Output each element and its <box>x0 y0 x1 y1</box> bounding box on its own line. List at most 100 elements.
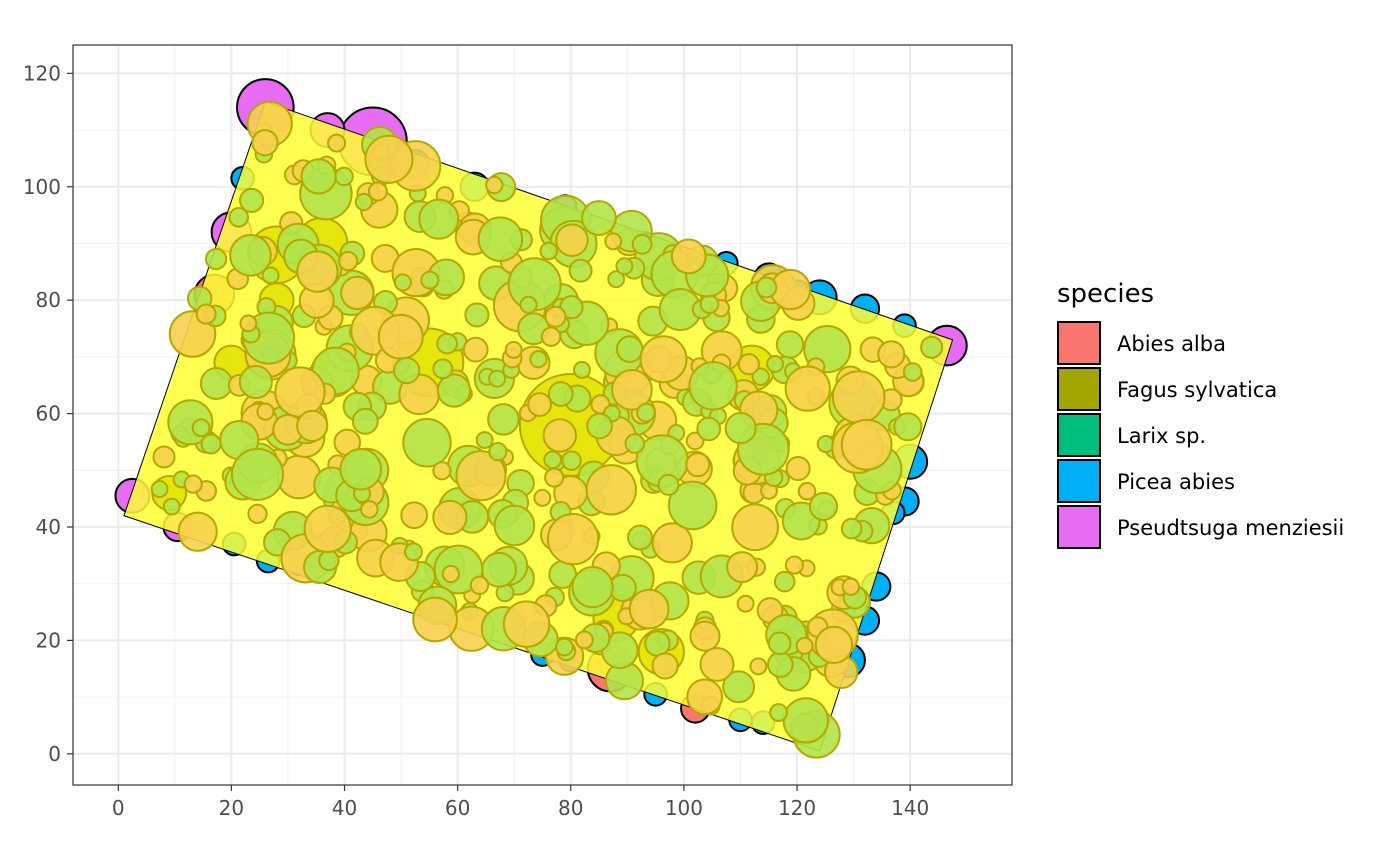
tree-point <box>502 600 551 648</box>
tree-point <box>540 326 562 347</box>
legend-key <box>1057 459 1101 503</box>
tree-point <box>418 198 460 240</box>
tree-point <box>615 335 644 363</box>
tree-point <box>296 250 339 293</box>
tree-point <box>574 630 594 650</box>
tree-point <box>651 522 693 564</box>
tree-point <box>238 364 273 400</box>
tree-point <box>251 129 279 157</box>
tree-point <box>475 431 494 449</box>
tree-point <box>339 447 383 491</box>
tree-point <box>795 636 814 655</box>
tree-point <box>814 625 854 665</box>
tree-point <box>636 402 656 423</box>
tree-point <box>628 588 670 630</box>
inside-trees <box>150 100 944 759</box>
tree-point <box>340 275 375 311</box>
tree-point <box>657 473 680 496</box>
legend-label: Abies alba <box>1117 332 1226 356</box>
tree-point <box>586 412 613 440</box>
tree-point <box>651 652 679 680</box>
tree-point <box>831 370 886 424</box>
tree-point <box>436 373 472 408</box>
tree-point <box>784 555 804 575</box>
tree-point <box>766 355 785 373</box>
legend-label: Fagus sylvatica <box>1117 378 1277 402</box>
tree-point <box>367 181 388 202</box>
tree-point <box>639 335 688 384</box>
tree-point <box>784 365 831 412</box>
tree-point <box>722 670 756 704</box>
tree-point <box>303 504 352 553</box>
x-tick-label: 100 <box>665 796 703 820</box>
tree-point <box>611 369 653 411</box>
tree-point <box>402 418 452 468</box>
tree-point <box>547 381 574 407</box>
tree-point <box>527 392 553 417</box>
tree-point <box>150 480 169 499</box>
tree-point <box>539 241 558 261</box>
tree-point <box>542 418 577 453</box>
tree-point <box>504 341 523 359</box>
tree-point <box>667 480 718 531</box>
tree-point <box>183 474 203 494</box>
tree-point <box>354 192 374 212</box>
tree-point <box>755 276 778 299</box>
tree-point <box>749 657 768 676</box>
panel-border <box>72 44 1013 786</box>
tree-point <box>840 418 893 471</box>
tree-point <box>296 409 329 443</box>
tree-point <box>256 402 275 421</box>
tree-point <box>393 273 412 292</box>
tree-point <box>462 336 489 363</box>
tree-point <box>318 549 340 572</box>
tree-point <box>177 511 218 552</box>
tree-point <box>400 501 429 530</box>
legend-label: Picea abies <box>1117 470 1235 494</box>
tree-point <box>485 175 504 195</box>
tree-point <box>607 270 626 289</box>
tree-point <box>477 216 524 262</box>
tree-point <box>808 491 839 521</box>
tree-point <box>464 302 490 328</box>
tree-point <box>393 356 421 385</box>
tree-point <box>546 512 600 566</box>
tree-point <box>420 270 440 290</box>
tree-point <box>685 452 711 478</box>
tree-point <box>239 187 265 213</box>
tree-point <box>785 455 811 482</box>
tree-point <box>585 464 637 516</box>
tree-point <box>487 403 520 436</box>
tree-point <box>689 620 721 652</box>
tree-point <box>360 500 379 519</box>
tree-point <box>327 133 347 153</box>
tree-point <box>766 651 794 678</box>
legend: species Abies alba Fagus sylvatica Larix s… <box>1057 279 1344 549</box>
tree-point <box>403 542 423 562</box>
tree-point <box>191 418 211 438</box>
tree-point <box>488 369 507 388</box>
y-tick-label: 60 <box>36 402 61 426</box>
tree-point <box>432 358 454 380</box>
tree-point <box>555 637 574 657</box>
tree-point <box>751 367 770 386</box>
tree-point <box>699 294 720 314</box>
legend-key <box>1057 321 1101 365</box>
plot-layer <box>114 78 968 759</box>
tree-point <box>670 238 707 275</box>
tree-point <box>441 564 460 584</box>
tree-point <box>561 450 582 471</box>
tree-point <box>377 313 424 360</box>
tree-point <box>688 361 738 411</box>
tree-point <box>195 303 217 325</box>
y-tick-label: 0 <box>48 742 61 766</box>
tree-point <box>412 596 458 643</box>
tree-point <box>543 450 562 470</box>
y-tick-label: 20 <box>36 628 61 652</box>
x-tick-label: 140 <box>891 796 929 820</box>
tree-point <box>737 353 760 376</box>
tree-point <box>432 461 452 481</box>
tree-point <box>736 594 755 613</box>
tree-point <box>338 251 359 272</box>
tree-point <box>529 350 548 369</box>
